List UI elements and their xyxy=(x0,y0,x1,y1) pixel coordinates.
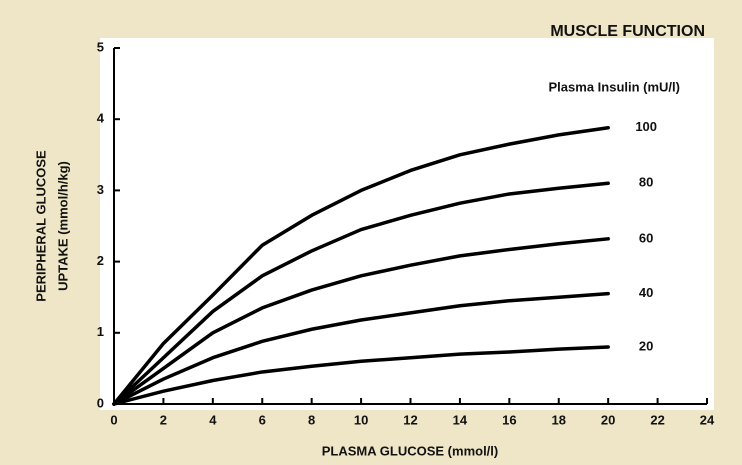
y-axis-label: UPTAKE (mmol/h/kg) xyxy=(55,161,70,291)
x-tick-label: 0 xyxy=(110,412,117,427)
y-tick-label: 1 xyxy=(97,324,104,339)
series-line xyxy=(112,181,610,406)
x-tick-label: 10 xyxy=(354,412,368,427)
x-tick-label: 24 xyxy=(700,412,715,427)
x-tick-label: 14 xyxy=(453,412,468,427)
x-tick-label: 2 xyxy=(160,412,167,427)
y-tick-label: 0 xyxy=(97,395,104,410)
series-line xyxy=(112,125,610,406)
series-line xyxy=(112,237,610,406)
x-tick-label: 6 xyxy=(259,412,266,427)
x-tick-label: 18 xyxy=(552,412,566,427)
series-label: 80 xyxy=(639,175,653,190)
series-label: 40 xyxy=(639,285,653,300)
x-axis-label: PLASMA GLUCOSE (mmol/l) xyxy=(322,443,498,458)
series-label: 60 xyxy=(639,230,653,245)
x-tick-label: 20 xyxy=(601,412,615,427)
y-tick-label: 5 xyxy=(97,39,104,54)
y-axis-label: PERIPHERAL GLUCOSE xyxy=(33,150,48,302)
chart-title: MUSCLE FUNCTION xyxy=(550,23,705,40)
x-tick-label: 16 xyxy=(502,412,516,427)
series-label: 20 xyxy=(639,338,653,353)
series-label: 100 xyxy=(635,119,657,134)
series-line xyxy=(112,345,610,406)
y-tick-label: 4 xyxy=(97,111,105,126)
x-tick-label: 4 xyxy=(209,412,217,427)
y-tick-label: 3 xyxy=(97,182,104,197)
x-tick-label: 8 xyxy=(308,412,315,427)
plot-background xyxy=(100,38,714,410)
series-line xyxy=(112,291,610,406)
legend-title: Plasma Insulin (mU/l) xyxy=(549,79,680,94)
x-tick-label: 12 xyxy=(403,412,417,427)
y-tick-label: 2 xyxy=(97,253,104,268)
x-tick-label: 22 xyxy=(650,412,664,427)
